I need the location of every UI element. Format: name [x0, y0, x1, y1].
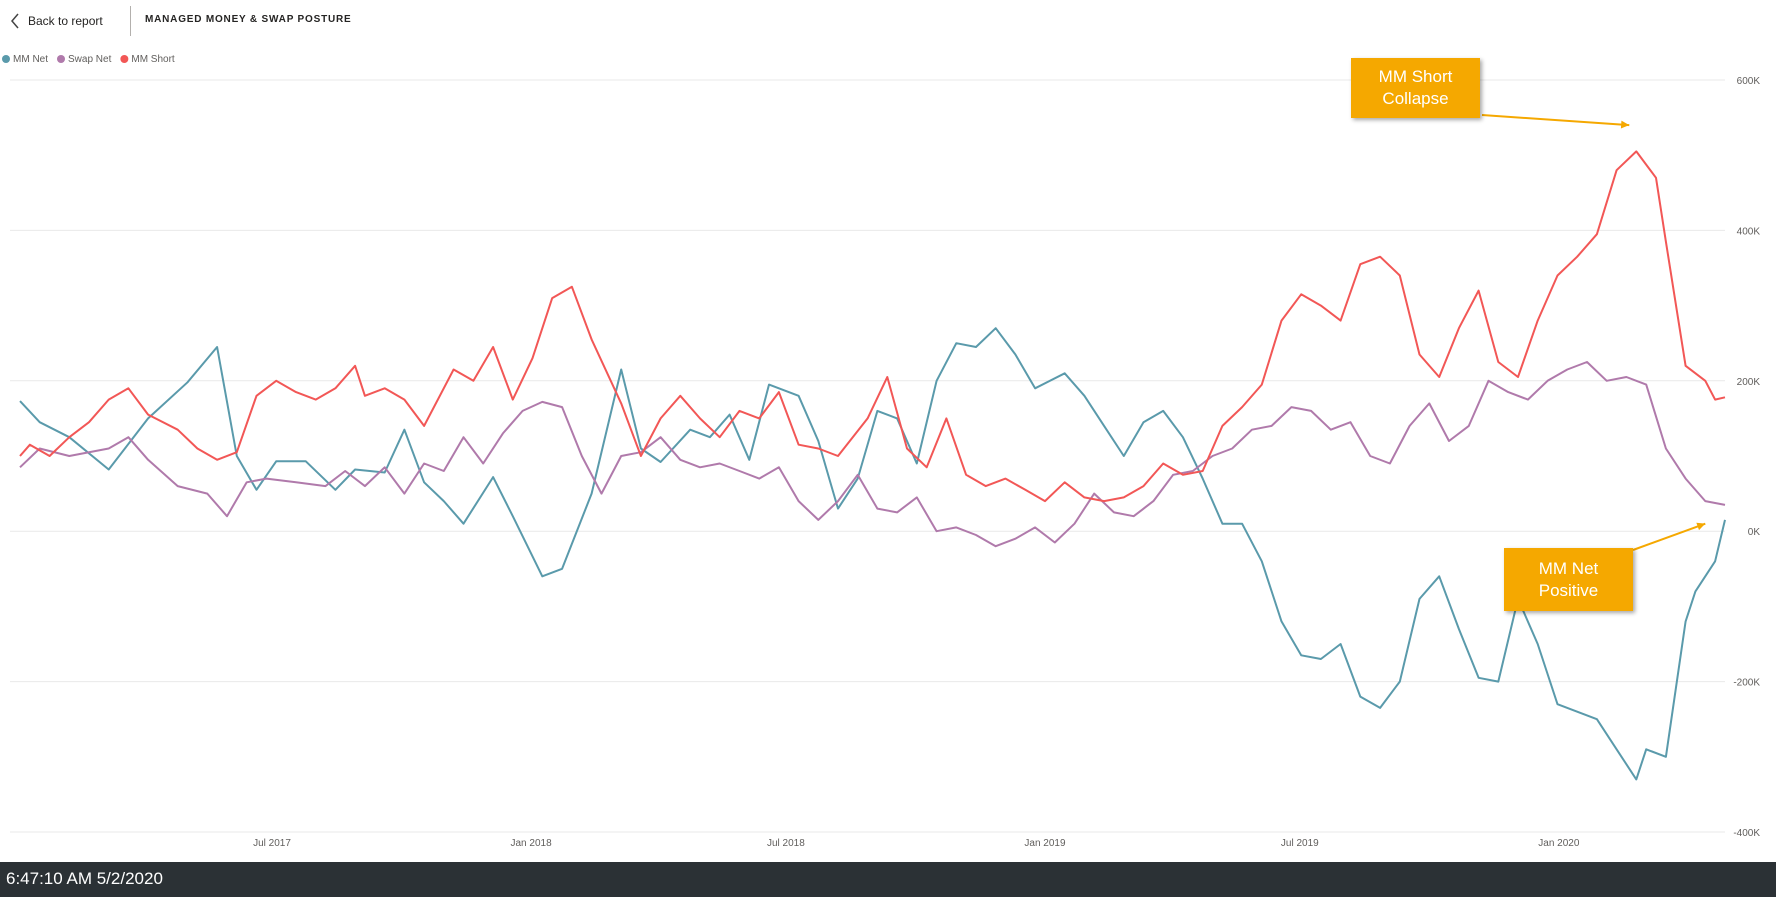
callout-arrow-line [1481, 114, 1630, 127]
y-tick-label: 0K [1748, 527, 1761, 538]
legend-marker [2, 55, 10, 63]
header-divider [130, 6, 131, 36]
callout-mm-short-collapse: MM Short Collapse [1351, 58, 1480, 118]
callout-arrow-line [1632, 522, 1706, 551]
status-bar: 6:47:10 AM 5/2/2020 [0, 862, 1776, 897]
series-line-mm-short [19, 150, 1726, 503]
x-tick-label: Jul 2019 [1281, 838, 1319, 849]
y-tick-label: 400K [1737, 226, 1761, 237]
callout-arrow-head [1696, 522, 1706, 531]
callout-mm-net-positive: MM Net Positive [1504, 548, 1633, 611]
x-tick-label: Jan 2020 [1538, 838, 1580, 849]
legend-label: MM Net [13, 54, 48, 65]
x-tick-label: Jul 2017 [253, 838, 291, 849]
back-to-report-button[interactable]: Back to report [10, 10, 103, 32]
y-tick-label: -400K [1733, 828, 1760, 839]
x-tick-label: Jan 2019 [1024, 838, 1066, 849]
chart-legend: MM Net Swap Net MM Short [2, 54, 175, 65]
page-title: MANAGED MONEY & SWAP POSTURE [145, 14, 352, 25]
callout-arrows [1481, 114, 1706, 551]
series-lines [19, 150, 1726, 781]
y-tick-label: -200K [1733, 678, 1760, 689]
series-line-mm-net [19, 327, 1726, 781]
back-to-report-label: Back to report [28, 14, 103, 28]
gridlines [10, 79, 1725, 833]
timestamp: 6:47:10 AM 5/2/2020 [6, 869, 163, 888]
series-line-swap-net [19, 361, 1726, 548]
legend-marker [57, 55, 65, 63]
x-tick-label: Jan 2018 [510, 838, 552, 849]
callout-arrow-head [1620, 120, 1630, 129]
y-axis: -400K -200K 0K 200K 400K 600K [1733, 76, 1760, 839]
report-header: Back to report MANAGED MONEY & SWAP POST… [0, 0, 1776, 40]
legend-label: MM Short [131, 54, 175, 65]
chevron-left-icon [11, 13, 19, 29]
x-axis: Jul 2017 Jan 2018 Jul 2018 Jan 2019 Jul 2019… [253, 838, 1580, 849]
line-chart: MM Net Swap Net MM Short -400K -200K 0K 200K 4… [2, 54, 1760, 849]
y-tick-label: 200K [1737, 377, 1761, 388]
y-tick-label: 600K [1737, 76, 1761, 87]
x-tick-label: Jul 2018 [767, 838, 805, 849]
legend-marker [120, 55, 129, 63]
legend-label: Swap Net [68, 54, 112, 65]
